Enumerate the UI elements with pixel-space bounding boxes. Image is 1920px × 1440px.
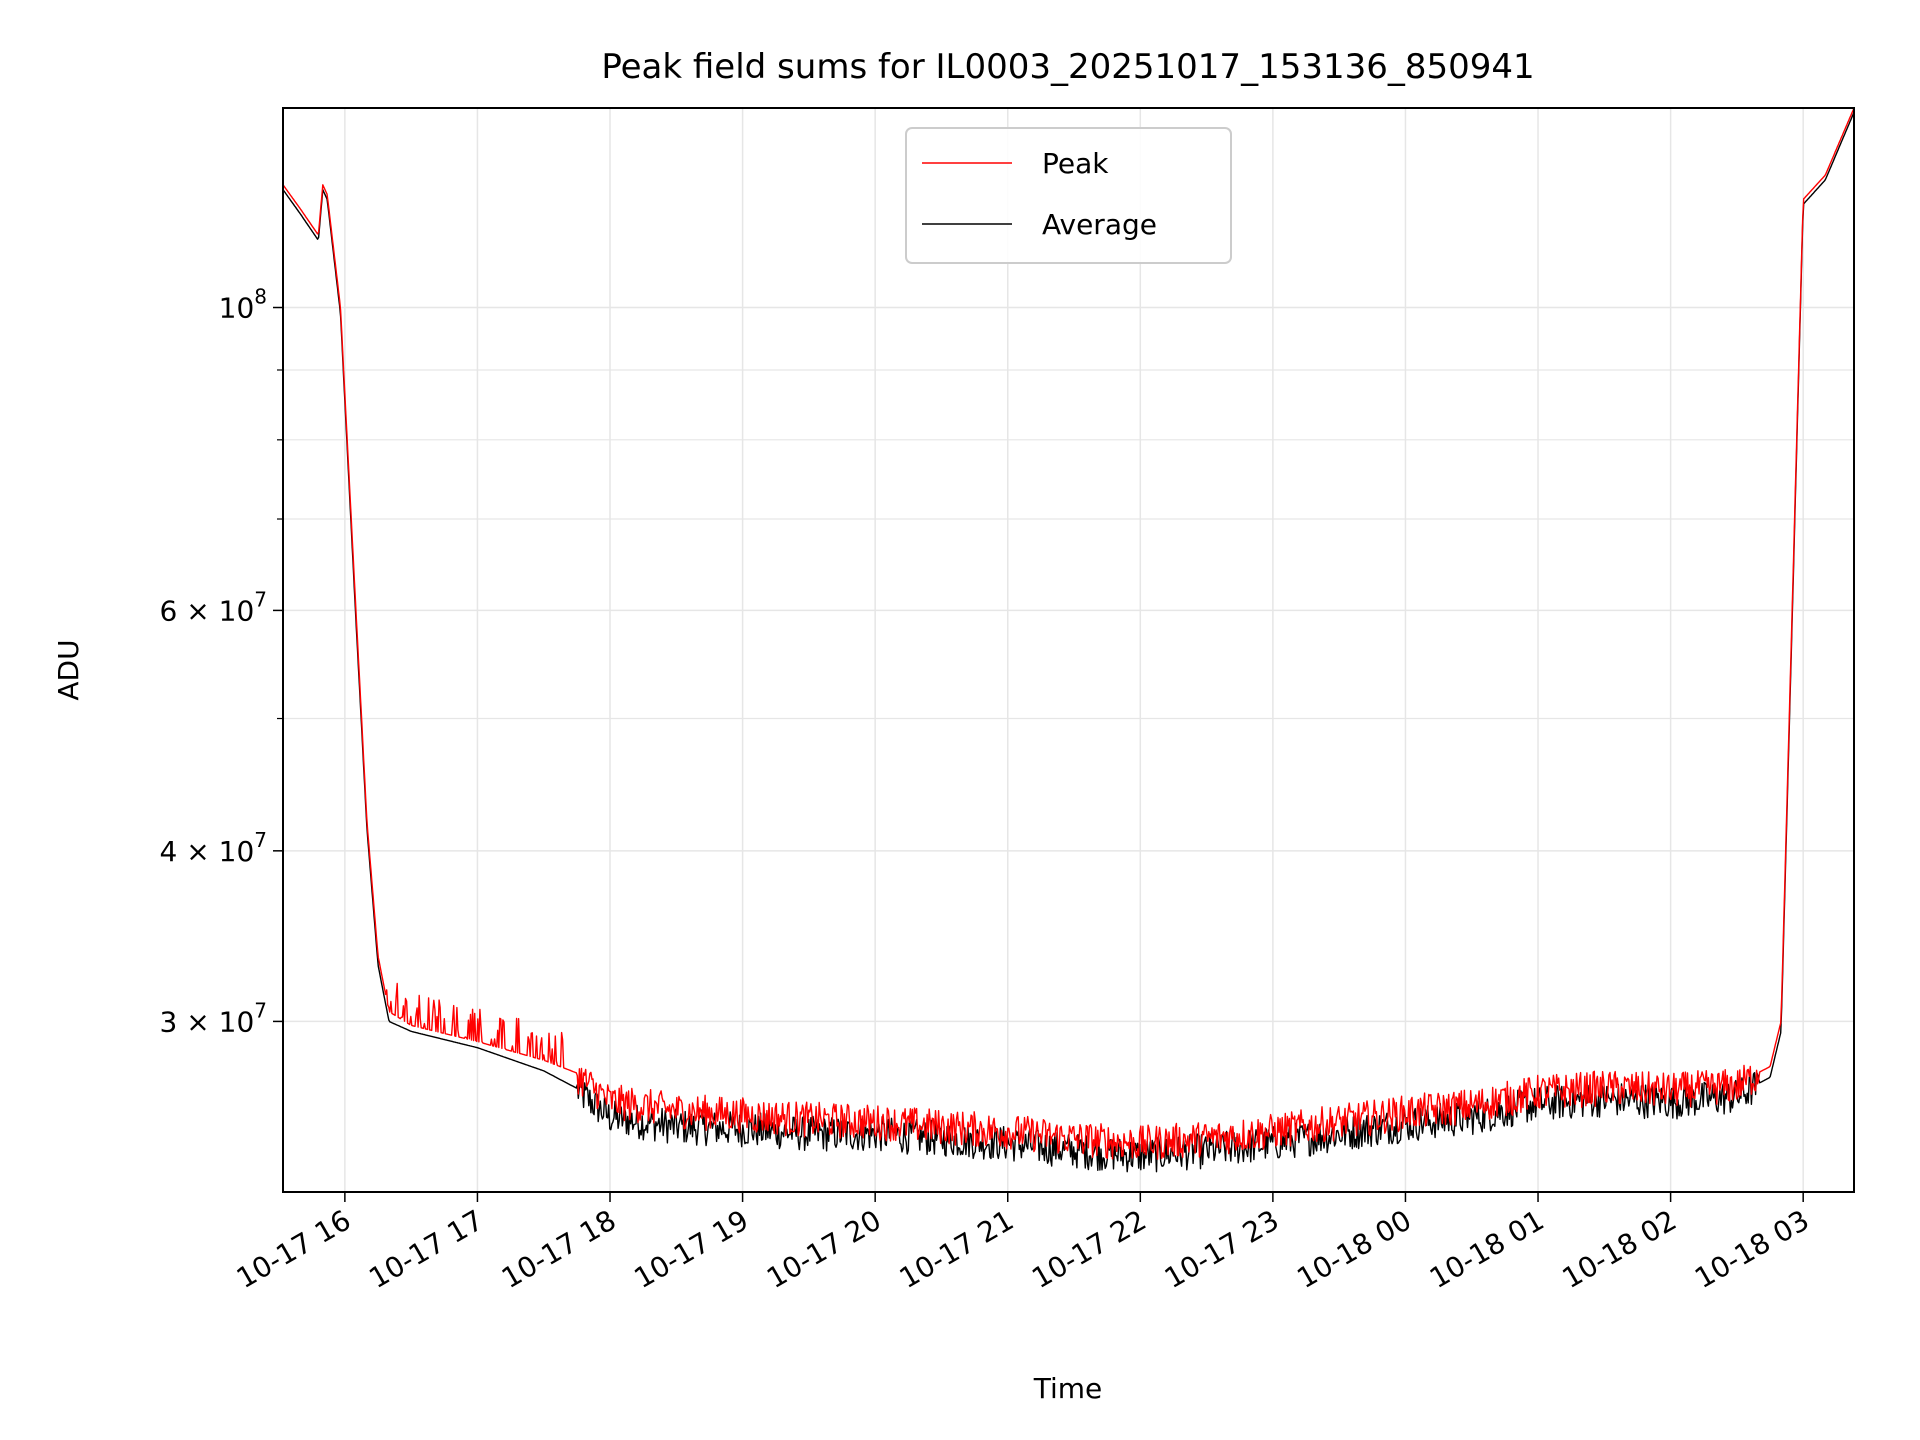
y-tick-exponent: 7 [254, 998, 267, 1022]
y-tick-exponent: 7 [254, 828, 267, 852]
plot-frame [282, 107, 1855, 1193]
legend-label-average: Average [1042, 208, 1157, 241]
y-tick-label: 4 × 107 [160, 828, 267, 868]
y-tick-label: 108 [219, 285, 267, 325]
y-tick-label: 3 × 107 [160, 998, 267, 1038]
series-line-peak [282, 107, 1855, 1160]
legend-label-peak: Peak [1042, 147, 1109, 180]
x-axis-label: Time [1033, 1372, 1103, 1405]
y-axis-label: ADU [52, 639, 85, 700]
y-tick-base: 6 × 10 [160, 594, 255, 627]
y-tick-exponent: 7 [254, 587, 267, 611]
chart-title: Peak field sums for IL0003_20251017_1531… [601, 47, 1534, 87]
y-tick-base: 4 × 10 [160, 835, 255, 868]
legend: Peak Average [905, 127, 1232, 264]
legend-box [905, 127, 1232, 264]
series-lines [282, 107, 1855, 1173]
y-tick-base: 10 [219, 292, 255, 325]
y-tick-base: 3 × 10 [160, 1005, 255, 1038]
y-tick-exponent: 8 [254, 285, 267, 309]
grid-lines [283, 108, 1854, 1192]
y-tick-label: 6 × 107 [160, 587, 267, 627]
